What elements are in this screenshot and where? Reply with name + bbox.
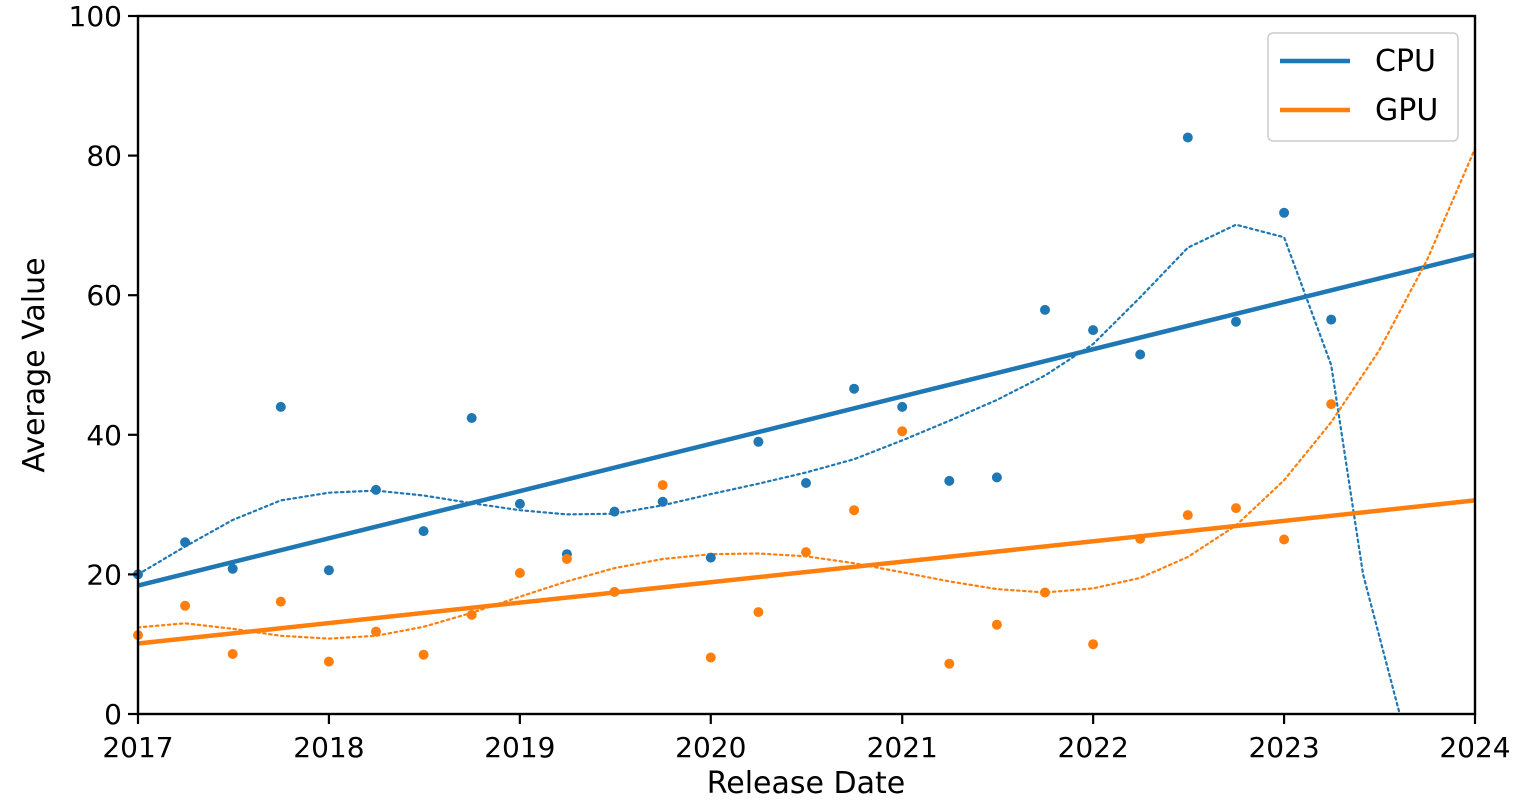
point-gpu bbox=[1182, 510, 1193, 521]
x-tick-label: 2021 bbox=[867, 731, 938, 764]
x-axis-label: Release Date bbox=[707, 766, 905, 801]
point-gpu bbox=[944, 658, 955, 669]
point-gpu bbox=[466, 609, 477, 620]
data-points bbox=[133, 132, 1337, 669]
point-cpu bbox=[897, 401, 908, 412]
point-cpu bbox=[371, 484, 381, 495]
y-tick-label: 80 bbox=[86, 140, 122, 173]
point-gpu bbox=[1135, 533, 1146, 544]
point-gpu bbox=[275, 596, 286, 607]
point-gpu bbox=[897, 426, 908, 437]
point-cpu bbox=[753, 436, 764, 447]
x-tick-label: 2023 bbox=[1248, 731, 1319, 764]
point-gpu bbox=[801, 547, 811, 558]
y-axis-ticks: 0 20 40 60 80 100 bbox=[69, 0, 138, 731]
y-tick-label: 60 bbox=[86, 279, 122, 312]
x-tick-label: 2019 bbox=[484, 731, 555, 764]
linear-fit-cpu bbox=[137, 252, 1476, 588]
legend: CPU GPU bbox=[1267, 32, 1459, 142]
y-tick-label: 20 bbox=[86, 558, 122, 591]
point-gpu bbox=[180, 600, 191, 611]
point-gpu bbox=[514, 568, 525, 578]
point-cpu bbox=[1231, 316, 1241, 327]
x-tick-label: 2024 bbox=[1439, 731, 1510, 764]
y-tick-label: 40 bbox=[86, 419, 122, 452]
x-tick-label: 2020 bbox=[675, 731, 746, 764]
point-cpu bbox=[609, 506, 620, 517]
linear-fit-gpu bbox=[137, 498, 1476, 646]
point-gpu bbox=[323, 656, 334, 667]
point-cpu bbox=[1088, 325, 1099, 336]
point-gpu bbox=[418, 649, 429, 660]
point-gpu bbox=[1326, 399, 1337, 410]
point-cpu bbox=[1040, 304, 1050, 315]
point-cpu bbox=[180, 537, 191, 548]
point-gpu bbox=[849, 505, 860, 516]
point-cpu bbox=[418, 526, 429, 537]
y-tick-label: 100 bbox=[69, 0, 122, 33]
point-cpu bbox=[849, 383, 860, 394]
point-cpu bbox=[657, 496, 668, 507]
point-gpu bbox=[1231, 503, 1241, 514]
x-tick-label: 2022 bbox=[1058, 731, 1129, 764]
point-cpu bbox=[1279, 207, 1290, 218]
point-cpu bbox=[275, 401, 286, 412]
point-gpu bbox=[609, 586, 620, 597]
point-gpu bbox=[1088, 639, 1099, 650]
point-cpu bbox=[1326, 314, 1337, 325]
legend-label-gpu: GPU bbox=[1375, 93, 1438, 128]
point-cpu bbox=[1135, 349, 1146, 360]
poly-fit-cpu bbox=[136, 223, 1401, 716]
y-axis-label: Average Value bbox=[17, 257, 52, 472]
point-gpu bbox=[657, 480, 668, 491]
point-gpu bbox=[227, 649, 238, 659]
y-tick-label: 0 bbox=[104, 698, 122, 731]
point-gpu bbox=[1040, 587, 1050, 598]
point-cpu bbox=[801, 478, 811, 488]
point-cpu bbox=[991, 472, 1002, 483]
point-gpu bbox=[705, 652, 716, 663]
point-cpu bbox=[227, 563, 238, 574]
point-gpu bbox=[371, 626, 381, 637]
point-cpu bbox=[944, 475, 955, 486]
point-cpu bbox=[514, 498, 525, 509]
x-axis-ticks: 2017 2018 2019 2020 2021 2022 2023 2024 bbox=[102, 714, 1511, 764]
point-cpu bbox=[466, 413, 477, 423]
point-cpu bbox=[705, 552, 716, 563]
point-cpu bbox=[323, 565, 334, 576]
point-gpu bbox=[561, 554, 572, 564]
legend-label-cpu: CPU bbox=[1375, 44, 1436, 79]
plot-frame bbox=[136, 14, 1477, 716]
x-tick-label: 2017 bbox=[102, 731, 173, 764]
point-gpu bbox=[1279, 534, 1290, 545]
point-gpu bbox=[753, 607, 764, 618]
point-gpu bbox=[991, 619, 1002, 630]
x-tick-label: 2018 bbox=[293, 731, 364, 764]
point-cpu bbox=[1182, 132, 1193, 143]
